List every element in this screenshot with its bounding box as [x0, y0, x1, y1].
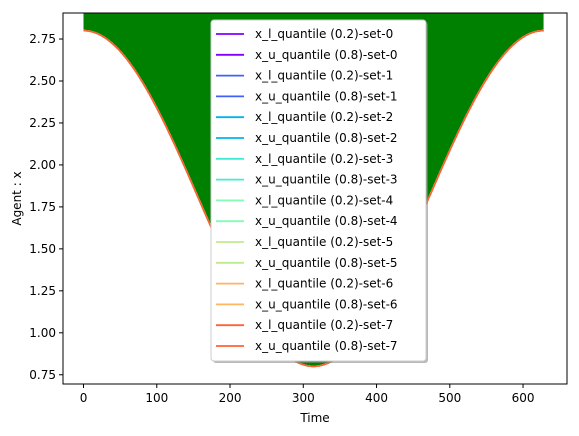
x-tick-label: 100 [145, 391, 168, 405]
legend-item: x_l_quantile (0.2)-set-3 [216, 152, 393, 166]
x-tick-label: 300 [292, 391, 315, 405]
y-tick-label: 1.75 [29, 200, 56, 214]
legend-label: x_u_quantile (0.8)-set-1 [255, 89, 398, 103]
legend-item: x_u_quantile (0.8)-set-4 [216, 214, 398, 228]
legend-label: x_l_quantile (0.2)-set-4 [255, 193, 393, 207]
legend: x_l_quantile (0.2)-set-0 x_u_quantile (0.… [210, 19, 428, 363]
y-axis-label: Agent : x [10, 171, 24, 225]
x-tick-label: 400 [365, 391, 388, 405]
legend-item: x_l_quantile (0.2)-set-2 [216, 110, 393, 124]
x-tick-label: 0 [80, 391, 88, 405]
legend-box [210, 19, 427, 362]
y-tick-label: 0.75 [29, 368, 56, 382]
legend-label: x_l_quantile (0.2)-set-6 [255, 277, 393, 291]
legend-item: x_u_quantile (0.8)-set-2 [216, 131, 398, 145]
legend-label: x_u_quantile (0.8)-set-2 [255, 131, 398, 145]
y-tick-label: 1.50 [29, 242, 56, 256]
legend-item: x_l_quantile (0.2)-set-0 [216, 27, 393, 41]
legend-label: x_u_quantile (0.8)-set-6 [255, 297, 398, 311]
y-tick-label: 2.75 [29, 32, 56, 46]
legend-label: x_l_quantile (0.2)-set-7 [255, 318, 393, 332]
legend-label: x_u_quantile (0.8)-set-7 [255, 339, 398, 353]
legend-item: x_l_quantile (0.2)-set-7 [216, 318, 393, 332]
legend-item: x_l_quantile (0.2)-set-1 [216, 69, 393, 83]
legend-item: x_l_quantile (0.2)-set-5 [216, 235, 393, 249]
legend-label: x_l_quantile (0.2)-set-0 [255, 27, 393, 41]
legend-item: x_u_quantile (0.8)-set-7 [216, 339, 398, 353]
y-tick-label: 2.00 [29, 158, 56, 172]
legend-item: x_l_quantile (0.2)-set-4 [216, 193, 393, 207]
y-tick-label: 1.00 [29, 326, 56, 340]
x-tick-label: 500 [438, 391, 461, 405]
legend-item: x_u_quantile (0.8)-set-3 [216, 173, 398, 187]
legend-label: x_u_quantile (0.8)-set-5 [255, 256, 398, 270]
legend-label: x_u_quantile (0.8)-set-3 [255, 173, 398, 187]
legend-item: x_u_quantile (0.8)-set-1 [216, 89, 398, 103]
series-line-15 [83, 29, 544, 368]
legend-label: x_l_quantile (0.2)-set-1 [255, 69, 393, 83]
x-tick-label: 200 [219, 391, 242, 405]
y-tick-label: 2.50 [29, 74, 56, 88]
legend-item: x_u_quantile (0.8)-set-0 [216, 48, 398, 62]
legend-item: x_u_quantile (0.8)-set-6 [216, 297, 398, 311]
legend-label: x_l_quantile (0.2)-set-2 [255, 110, 393, 124]
x-axis-label: Time [299, 411, 329, 425]
legend-item: x_l_quantile (0.2)-set-6 [216, 277, 393, 291]
legend-label: x_u_quantile (0.8)-set-4 [255, 214, 398, 228]
legend-label: x_l_quantile (0.2)-set-5 [255, 235, 393, 249]
axes-frame [62, 12, 568, 385]
legend-label: x_u_quantile (0.8)-set-0 [255, 48, 398, 62]
axes: 0 100 200 300 400 500 600 0.75 1.00 1.25 1.50 1.75 2… [29, 12, 568, 405]
legend-label: x_l_quantile (0.2)-set-3 [255, 152, 393, 166]
legend-item: x_u_quantile (0.8)-set-5 [216, 256, 398, 270]
x-tick-label: 600 [512, 391, 535, 405]
y-tick-label: 1.25 [29, 284, 56, 298]
y-tick-label: 2.25 [29, 116, 56, 130]
